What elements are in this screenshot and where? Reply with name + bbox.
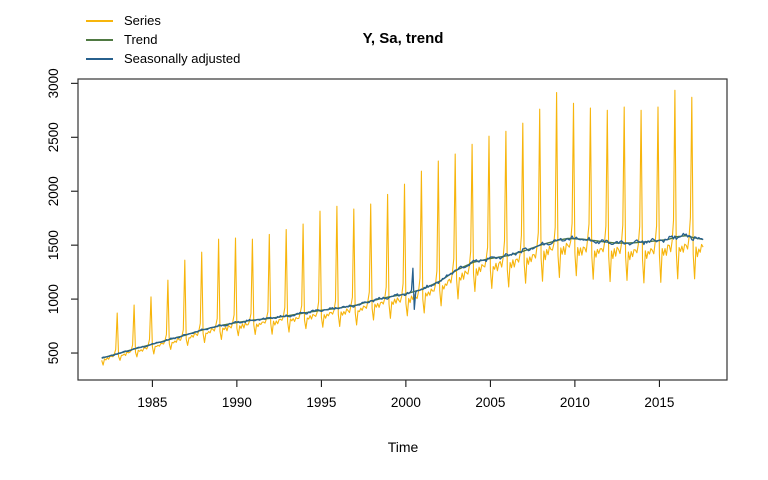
legend-label-seasonally-adjusted: Seasonally adjusted: [124, 51, 241, 66]
x-tick-label: 2000: [391, 395, 421, 410]
x-tick-label: 1990: [222, 395, 252, 410]
trend-line-swatch: [86, 38, 113, 41]
chart-legend: Series Trend Seasonally adjusted: [86, 11, 240, 68]
x-axis-title: Time: [387, 439, 419, 455]
plot-box: [77, 78, 728, 381]
legend-label-series: Series: [124, 13, 161, 28]
y-tick-label: 2500: [46, 122, 61, 152]
series-line-swatch: [86, 19, 113, 22]
x-tick-label: 2015: [644, 395, 674, 410]
legend-item-seasonally-adjusted: Seasonally adjusted: [86, 49, 240, 68]
x-tick-label: 2010: [560, 395, 590, 410]
y-tick-label: 1000: [46, 284, 61, 314]
y-tick-label: 3000: [46, 68, 61, 98]
seasonally-adjusted-line: [101, 232, 704, 359]
x-tick-label: 2005: [475, 395, 505, 410]
series-line: [101, 89, 704, 366]
y-tick-label: 2000: [46, 176, 61, 206]
y-tick-label: 500: [46, 342, 61, 365]
y-tick-label: 1500: [46, 230, 61, 260]
legend-item-trend: Trend: [86, 30, 240, 49]
legend-item-series: Series: [86, 11, 240, 30]
legend-label-trend: Trend: [124, 32, 158, 47]
trend-line: [101, 234, 704, 359]
seasonally-adjusted-line-swatch: [86, 57, 113, 60]
x-tick-label: 1995: [306, 395, 336, 410]
x-tick-label: 1985: [137, 395, 167, 410]
chart-title: Y, Sa, trend: [362, 30, 444, 47]
